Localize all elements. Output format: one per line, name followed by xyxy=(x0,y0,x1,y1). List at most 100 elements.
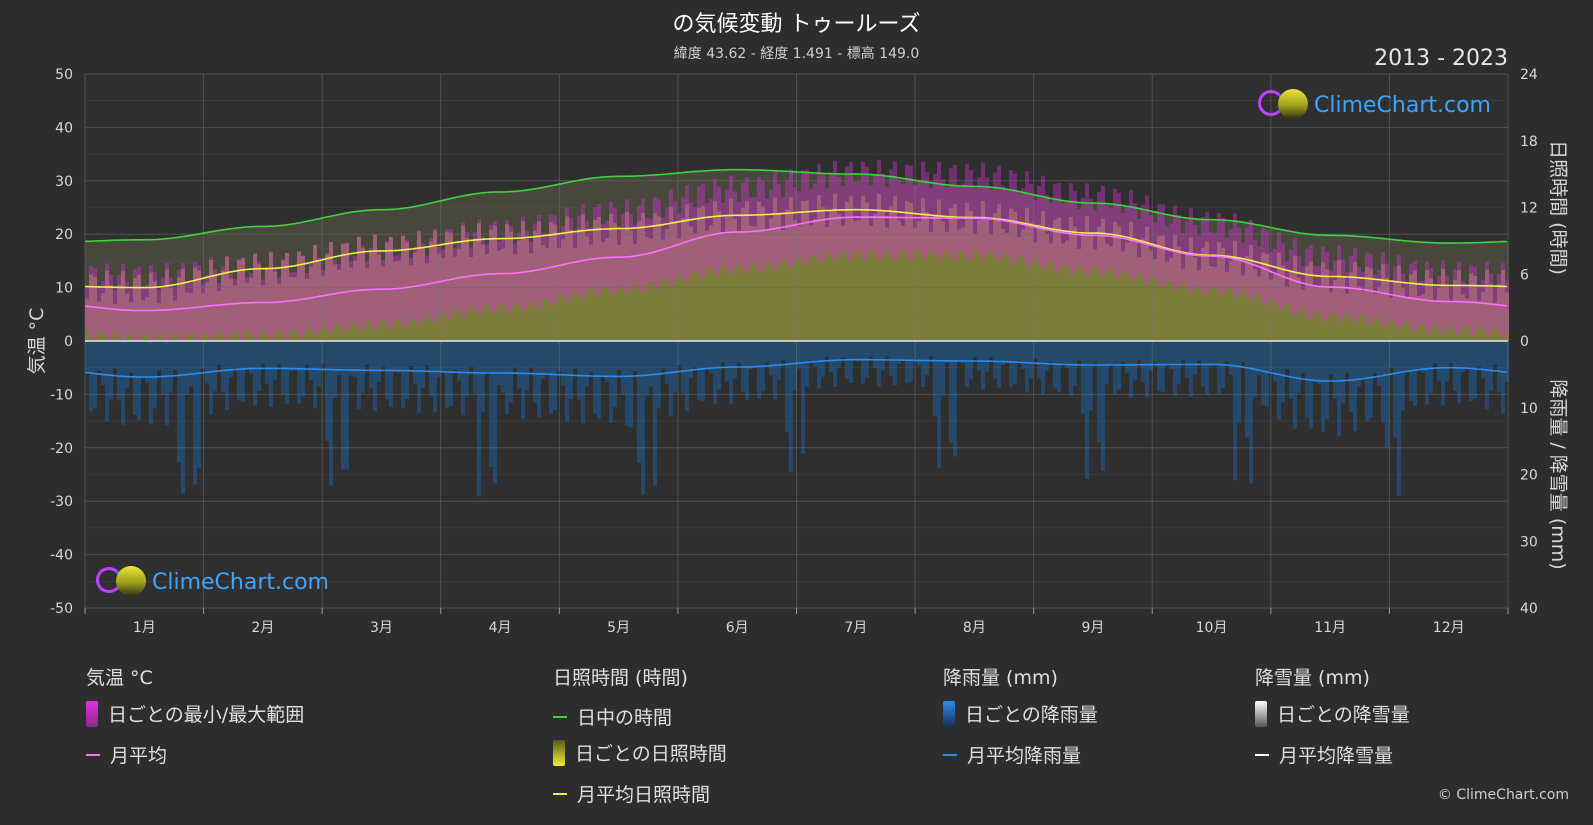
rain-bar xyxy=(137,341,141,420)
temp-range-bar xyxy=(729,175,733,275)
sunshine-bar xyxy=(1165,261,1169,341)
rain-bar xyxy=(553,341,557,411)
rain-bar xyxy=(697,341,701,401)
daylight-bar xyxy=(97,240,101,341)
rain-bar xyxy=(1453,341,1457,391)
sunshine-bar xyxy=(1213,266,1217,341)
temp-range-bar xyxy=(1273,248,1277,303)
rain-bar xyxy=(877,341,881,387)
sunshine-bar xyxy=(1413,270,1417,341)
sunshine-bar xyxy=(1397,265,1401,341)
temp-range-bar xyxy=(945,187,949,251)
sunshine-bar xyxy=(793,220,797,341)
x-tick-label: 5月 xyxy=(607,620,630,636)
rain-avg-swatch xyxy=(943,753,957,756)
sunshine-bar xyxy=(741,208,745,341)
x-tick-label: 4月 xyxy=(489,620,512,636)
rain-bar xyxy=(765,341,769,363)
rain-bar xyxy=(241,341,245,402)
temp-range-bar xyxy=(449,229,453,319)
sunshine-bar xyxy=(1257,276,1261,341)
sunshine-bar xyxy=(1169,258,1173,341)
rain-bar xyxy=(1293,341,1297,429)
rain-bar xyxy=(389,341,393,408)
rain-bar xyxy=(429,341,433,397)
rain-bar xyxy=(709,341,713,374)
temp-range-bar xyxy=(833,160,837,262)
sunshine-bar xyxy=(1157,235,1161,341)
temp-range-bar xyxy=(873,175,877,255)
rain-bar xyxy=(421,341,425,389)
y-left-tick-label: 20 xyxy=(55,227,73,243)
temp-range-bar xyxy=(281,259,285,338)
temp-range-bar xyxy=(1233,213,1237,299)
temp-range-bar xyxy=(1405,281,1409,322)
sunshine-bar xyxy=(809,225,813,341)
sunshine-bar xyxy=(1145,226,1149,341)
rain-bar xyxy=(1173,341,1177,396)
temp-range-bar xyxy=(1369,254,1373,324)
sunshine-bar xyxy=(629,230,633,341)
rain-bar xyxy=(805,341,809,387)
legend-sun-avg-label: 月平均日照時間 xyxy=(577,784,711,806)
rain-bar xyxy=(1269,341,1273,371)
temp-range-bar xyxy=(985,177,989,256)
temp-range-bar xyxy=(165,262,169,344)
temp-range-bar xyxy=(1437,276,1441,330)
rain-bar xyxy=(273,341,277,381)
rain-bar xyxy=(833,341,837,388)
legend-rain-avg: 月平均降雨量 xyxy=(943,741,1081,768)
rain-bar xyxy=(193,341,197,485)
sunshine-bar xyxy=(985,219,989,341)
rain-bar xyxy=(569,341,573,400)
rain-bar xyxy=(1197,341,1201,361)
sunshine-bar xyxy=(917,220,921,341)
sunshine-bar xyxy=(781,230,785,341)
sunshine-bar xyxy=(1093,249,1097,341)
rain-bar xyxy=(901,341,905,360)
rain-bar xyxy=(377,341,381,382)
rain-bar xyxy=(1229,341,1233,376)
sunshine-bar xyxy=(161,288,165,341)
logo-top[interactable]: ClimeChart.com xyxy=(1258,88,1491,122)
sunshine-bar xyxy=(661,239,665,341)
logo-bottom[interactable]: ClimeChart.com xyxy=(96,565,329,599)
rain-bar xyxy=(749,341,753,370)
temp-range-bar xyxy=(837,176,841,255)
rain-bar xyxy=(461,341,465,416)
sunshine-bar xyxy=(285,252,289,341)
sunshine-bar xyxy=(1273,274,1277,341)
temp-range-bar xyxy=(629,214,633,289)
temp-range-bar xyxy=(1105,205,1109,270)
sunshine-bar xyxy=(325,254,329,341)
rain-bar xyxy=(257,341,261,392)
temp-range-bar xyxy=(769,189,773,266)
rain-bar xyxy=(1237,341,1241,423)
daylight-bar xyxy=(129,239,133,341)
rain-bar xyxy=(1105,341,1109,385)
temp-range-bar xyxy=(177,269,181,340)
temp-range-bar xyxy=(309,263,313,331)
rain-bar xyxy=(561,341,565,386)
sunshine-bar xyxy=(1481,291,1485,341)
temp-range-bar xyxy=(1413,260,1417,332)
sunshine-bar xyxy=(385,242,389,341)
temp-range-bar xyxy=(637,206,641,291)
daylight-line xyxy=(84,168,1508,244)
rain-bar xyxy=(1157,341,1161,391)
y-left-tick-label: 40 xyxy=(55,120,73,136)
rain-bar xyxy=(185,341,189,395)
y-right-sun-tick-label: 0 xyxy=(1520,334,1529,350)
temp-range-bar xyxy=(433,228,437,324)
temp-range-bar xyxy=(689,202,693,274)
temp-range-bar xyxy=(401,235,405,329)
temp-range-bar xyxy=(813,183,817,257)
sunshine-bar xyxy=(833,193,837,341)
rain-bar xyxy=(145,341,149,383)
sunshine-bar xyxy=(241,258,245,341)
sunshine-bar xyxy=(877,193,881,341)
rain-bar xyxy=(417,341,421,413)
rain-bar xyxy=(1501,341,1505,415)
sunshine-bar xyxy=(1277,252,1281,341)
temp-range-bar xyxy=(97,287,101,332)
